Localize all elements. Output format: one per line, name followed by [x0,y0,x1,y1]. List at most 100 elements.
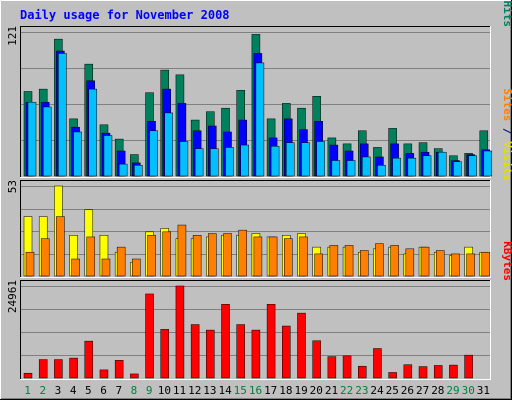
bar-sites-day-26 [405,248,415,277]
panel-middle: 53 Sites / Visits [6,88,512,278]
bar-kbytes-day-26 [403,364,413,379]
bar-kbytes-day-19 [297,312,306,379]
bar-pages-day-2 [42,106,52,177]
bar-sites-day-2 [40,238,50,277]
bar-sites-day-31 [481,251,491,277]
bar-kbytes-day-23 [358,365,367,379]
bar-sites-day-5 [86,236,96,277]
x-tick-label: 23 [355,384,368,397]
bar-sites-day-6 [101,258,111,277]
bar-sites-day-21 [329,245,339,277]
bar-pages-day-24 [377,165,386,177]
bar-pages-day-23 [362,156,371,177]
x-tick-label: 3 [55,384,62,397]
x-tick-label: 7 [115,384,122,397]
bar-pages-day-11 [179,141,189,177]
bar-sites-day-14 [223,233,232,277]
bar-kbytes-day-27 [418,366,428,379]
bar-kbytes-day-1 [23,372,33,379]
bar-sites-day-30 [466,253,475,277]
bar-kbytes-day-28 [433,365,443,379]
x-tick-label: 15 [234,384,247,397]
bar-kbytes-day-22 [342,355,352,379]
bar-pages-day-18 [286,142,295,177]
bar-sites-day-10 [162,231,171,277]
bar-kbytes-day-2 [38,359,48,379]
legend-part: Sites [501,88,512,121]
legend-part: KBytes [501,241,512,281]
bar-sites-day-11 [177,224,187,277]
y-max-label: 53 [6,180,19,193]
x-tick-label: 8 [131,384,138,397]
legend-part: Hits [501,1,512,28]
chart-title: Daily usage for November 2008 [20,8,230,22]
x-tick-label: 2 [39,384,46,397]
y-max-label: 121 [6,26,19,46]
bar-kbytes-day-21 [327,356,337,379]
x-axis-labels: 1 2 3 4 5 6 7 8 9 10 11 12 13 14 15 16 17 18 19 20 21 22 23 24 2… [24,384,490,397]
bar-pages-day-25 [392,157,401,177]
bar-pages-day-19 [301,142,310,177]
bar-sites-day-3 [56,216,65,277]
x-tick-label: 5 [85,384,92,397]
bar-sites-day-19 [299,236,308,277]
bar-sites-day-4 [71,258,80,277]
bar-pages-day-17 [270,145,280,177]
bar-pages-day-29 [453,161,462,177]
x-tick-label: 22 [340,384,353,397]
bar-pages-day-15 [240,144,249,177]
bar-pages-day-21 [331,160,341,177]
bar-sites-day-15 [238,229,247,277]
bar-sites-day-29 [451,253,460,277]
bar-kbytes-day-7 [114,360,124,379]
bar-pages-day-10 [164,112,173,177]
bar-kbytes-day-20 [312,340,321,379]
bar-pages-day-5 [88,88,98,177]
bar-sites-day-8 [132,258,141,277]
x-tick-label: 30 [462,384,475,397]
bar-kbytes-day-25 [388,372,397,379]
bar-pages-day-28 [437,151,447,177]
bar-kbytes-day-11 [175,285,185,379]
bar-kbytes-day-9 [145,293,154,379]
x-tick-label: 9 [146,384,153,397]
legend-bottom: KBytes [501,241,512,281]
legend-top: Pages / Files / Hits [501,0,512,27]
bar-pages-day-27 [422,155,432,177]
x-tick-label: 19 [294,384,307,397]
x-tick-label: 27 [416,384,429,397]
legend-middle: Sites / Visits [501,88,512,181]
bar-sites-day-9 [147,234,156,277]
bar-kbytes-day-15 [236,324,245,379]
x-tick-label: 1 [24,384,31,397]
bar-kbytes-day-8 [130,373,139,379]
x-tick-label: 20 [310,384,323,397]
x-tick-label: 24 [370,384,384,397]
bar-kbytes-day-14 [221,304,230,379]
bar-kbytes-day-4 [69,357,78,379]
bar-pages-day-9 [149,130,158,177]
bar-pages-day-20 [316,141,325,177]
x-tick-label: 11 [173,384,186,397]
bar-sites-day-16 [253,236,263,277]
bar-kbytes-day-17 [266,304,276,379]
bar-kbytes-day-18 [282,325,291,379]
x-tick-label: 16 [249,384,262,397]
legend-part: / [501,0,512,1]
bar-pages-day-7 [118,163,128,177]
bar-pages-day-30 [468,155,477,177]
bar-pages-day-12 [194,148,204,177]
x-tick-label: 13 [203,384,216,397]
x-tick-label: 18 [279,384,292,397]
bar-pages-day-4 [73,131,82,177]
bar-pages-day-13 [210,148,219,177]
bar-kbytes-day-29 [449,364,458,379]
bar-kbytes-day-13 [206,329,215,379]
x-tick-label: 25 [386,384,399,397]
bar-sites-day-13 [208,233,217,277]
bar-sites-day-23 [360,250,369,277]
x-tick-label: 21 [325,384,338,397]
x-tick-label: 26 [401,384,414,397]
x-tick-label: 12 [188,384,201,397]
